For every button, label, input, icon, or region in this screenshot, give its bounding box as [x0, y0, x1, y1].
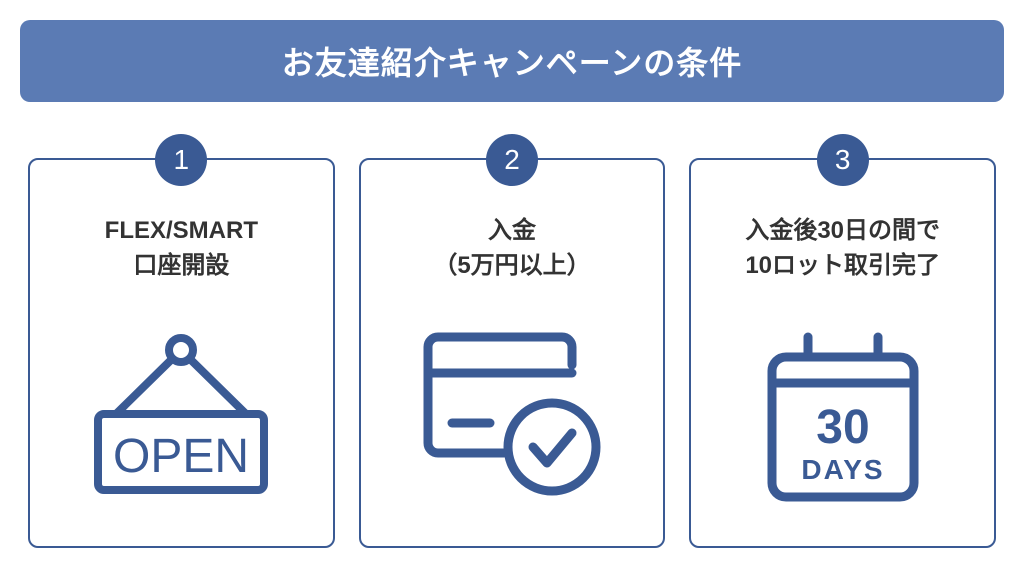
card-1-title: FLEX/SMART 口座開設 [105, 214, 258, 284]
badge-2: 2 [486, 134, 538, 186]
deposit-check-icon [412, 316, 612, 518]
open-sign-icon: OPEN [86, 316, 276, 518]
calendar-days-label: DAYS [801, 454, 884, 485]
badge-1: 1 [155, 134, 207, 186]
card-1: 1 FLEX/SMART 口座開設 OPEN [28, 158, 335, 548]
header-title: お友達紹介キャンペーンの条件 [282, 45, 742, 81]
card-2-title: 入金 （5万円以上） [433, 214, 590, 284]
calendar-30days-icon: 30 DAYS [758, 316, 928, 518]
card-2: 2 入金 （5万円以上） [359, 158, 666, 548]
open-sign-text: OPEN [113, 430, 249, 483]
card-3-title: 入金後30日の間で 10ロット取引完了 [745, 214, 940, 284]
header-banner: お友達紹介キャンペーンの条件 [20, 20, 1004, 102]
badge-2-number: 2 [504, 144, 520, 176]
badge-1-number: 1 [174, 144, 190, 176]
calendar-number: 30 [816, 401, 869, 454]
card-3: 3 入金後30日の間で 10ロット取引完了 30 DAYS [689, 158, 996, 548]
cards-row: 1 FLEX/SMART 口座開設 OPEN 2 入金 （5万円以上 [20, 158, 1004, 548]
badge-3: 3 [817, 134, 869, 186]
badge-3-number: 3 [835, 144, 851, 176]
